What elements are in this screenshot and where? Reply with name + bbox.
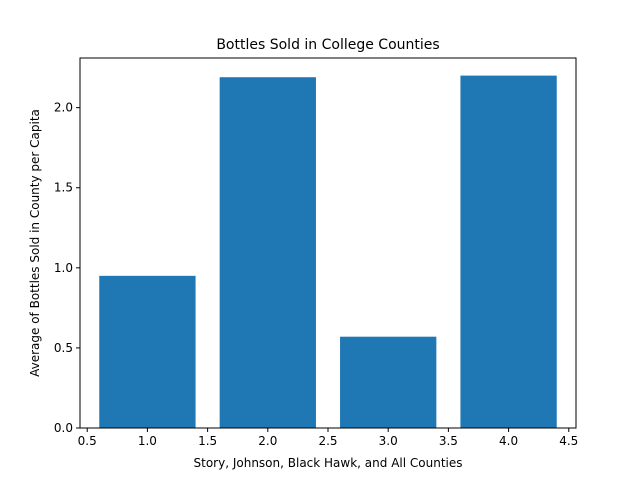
chart-title: Bottles Sold in College Counties bbox=[216, 37, 439, 53]
bar-4 bbox=[460, 75, 557, 428]
y-tick-label: 1.5 bbox=[54, 181, 73, 195]
x-tick-label: 1.5 bbox=[198, 434, 217, 448]
y-tick-label: 0.5 bbox=[54, 341, 73, 355]
y-axis-label: Average of Bottles Sold in County per Ca… bbox=[28, 109, 42, 377]
x-axis-label: Story, Johnson, Black Hawk, and All Coun… bbox=[194, 456, 463, 470]
x-tick-label: 0.5 bbox=[78, 434, 97, 448]
y-tick-label: 1.0 bbox=[54, 261, 73, 275]
bar-3 bbox=[340, 336, 437, 428]
y-ticks-group: 0.0 0.5 1.0 1.5 2.0 bbox=[54, 101, 80, 435]
x-tick-label: 4.0 bbox=[499, 434, 518, 448]
x-ticks-group: 0.5 1.0 1.5 2.0 2.5 3.0 3.5 4.0 4.5 bbox=[78, 428, 578, 448]
bar-1 bbox=[99, 275, 196, 428]
x-tick-label: 3.0 bbox=[379, 434, 398, 448]
bars-group bbox=[99, 75, 557, 429]
y-tick-label: 0.0 bbox=[54, 421, 73, 435]
x-tick-label: 2.0 bbox=[258, 434, 277, 448]
bar-2 bbox=[219, 77, 316, 429]
plot-frame bbox=[79, 57, 577, 429]
x-tick-label: 3.5 bbox=[439, 434, 458, 448]
x-tick-label: 4.5 bbox=[559, 434, 578, 448]
y-tick-label: 2.0 bbox=[54, 101, 73, 115]
x-tick-label: 2.5 bbox=[318, 434, 337, 448]
x-tick-label: 1.0 bbox=[138, 434, 157, 448]
